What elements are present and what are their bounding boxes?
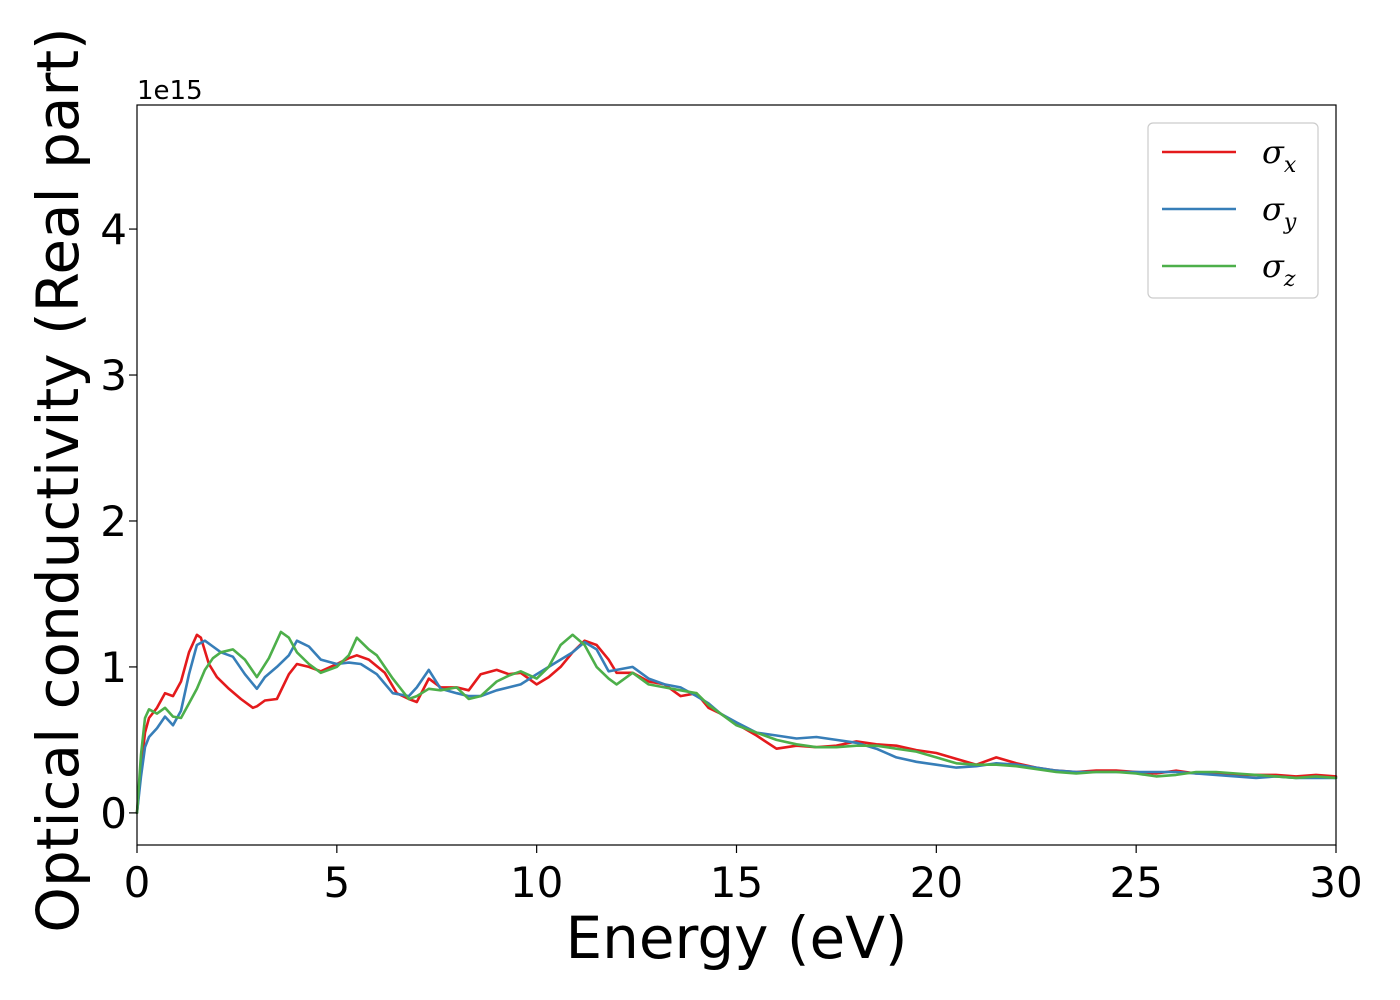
legend-label-y: σy <box>1262 190 1297 235</box>
series-layer <box>135 630 1338 815</box>
y-tick-label: 2 <box>100 497 127 546</box>
x-axis-label: Energy (eV) <box>565 904 907 972</box>
y-tick-label: 0 <box>100 789 127 838</box>
y-axis-ticks: 0 1 2 3 4 <box>100 205 137 838</box>
y-axis-label: Optical conductivity (Real part) <box>24 27 92 932</box>
legend: σx σy σz <box>1147 122 1319 299</box>
x-axis-ticks: 0 5 10 15 20 25 30 <box>124 845 1363 907</box>
series-line-y <box>135 639 1338 815</box>
y-axis-offset-label: 1e15 <box>137 76 203 106</box>
legend-label-z: σz <box>1262 247 1296 292</box>
x-tick-label: 25 <box>1109 858 1162 907</box>
x-tick-label: 10 <box>510 858 563 907</box>
y-tick-label: 1 <box>100 643 127 692</box>
legend-label-x: σx <box>1262 133 1297 178</box>
x-tick-label: 20 <box>910 858 963 907</box>
legend-box <box>1147 122 1319 299</box>
y-tick-label: 3 <box>100 351 127 400</box>
x-tick-label: 0 <box>124 858 151 907</box>
series-line-z <box>135 630 1338 815</box>
x-tick-label: 30 <box>1309 858 1362 907</box>
x-tick-label: 15 <box>710 858 763 907</box>
y-tick-label: 4 <box>100 205 127 254</box>
x-tick-label: 5 <box>323 858 350 907</box>
